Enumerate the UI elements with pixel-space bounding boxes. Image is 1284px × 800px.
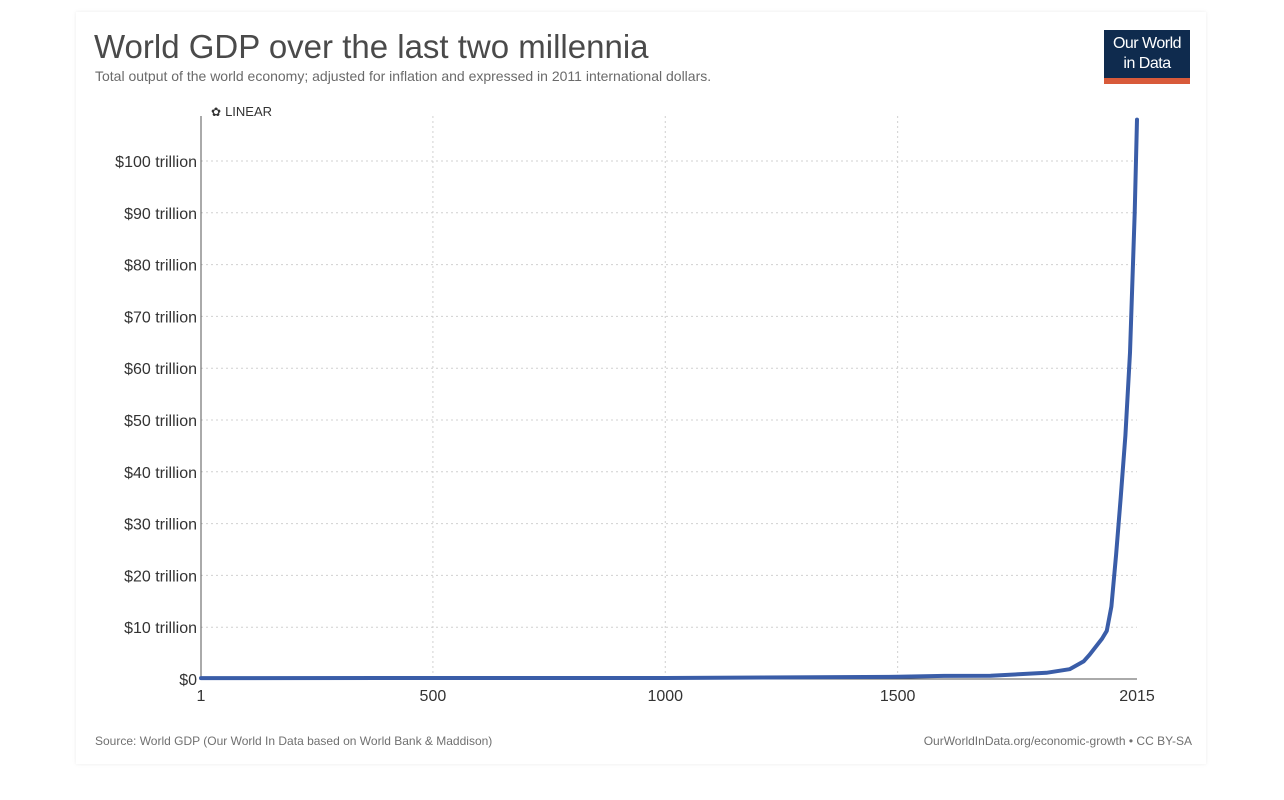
y-tick-label: $80 trillion [124,258,197,275]
credit-link[interactable]: OurWorldInData.org/economic-growth • CC … [923,734,1192,748]
scale-toggle-label: LINEAR [225,104,273,119]
gdp-series-line [199,117,1139,681]
logo-accent-bar [1104,78,1190,84]
chart-card [76,12,1206,764]
y-tick-label: $70 trillion [124,309,197,326]
gear-icon: ✿ [211,104,222,119]
y-tick-label: $100 trillion [115,154,197,171]
grid-layer [201,116,1137,679]
logo-line-2: in Data [1123,55,1171,72]
chart-title: World GDP over the last two millennia [94,28,649,65]
y-tick-label: $50 trillion [124,413,197,430]
x-tick-label: 1500 [880,688,916,705]
y-tick-label: $90 trillion [124,206,197,223]
owid-logo[interactable]: Our World in Data [1104,30,1190,84]
y-tick-label: $0 [179,672,197,689]
series-layer [199,117,1139,681]
x-tick-label: 500 [420,688,447,705]
y-tick-label: $30 trillion [124,517,197,534]
y-tick-label: $10 trillion [124,620,197,637]
logo-line-1: Our World [1112,35,1182,52]
x-tick-label: 1 [197,688,206,705]
axis-layer: $0 $10 trillion $20 trillion $30 trillion $4… [115,116,1155,705]
chart-subtitle: Total output of the world economy; adjus… [95,68,712,84]
source-note: Source: World GDP (Our World In Data bas… [95,734,493,748]
y-tick-label: $20 trillion [124,568,197,585]
y-tick-label: $40 trillion [124,465,197,482]
x-tick-label: 2015 [1119,688,1155,705]
scale-toggle[interactable]: ✿ LINEAR [211,104,272,119]
y-tick-label: $60 trillion [124,361,197,378]
x-tick-label: 1000 [647,688,683,705]
